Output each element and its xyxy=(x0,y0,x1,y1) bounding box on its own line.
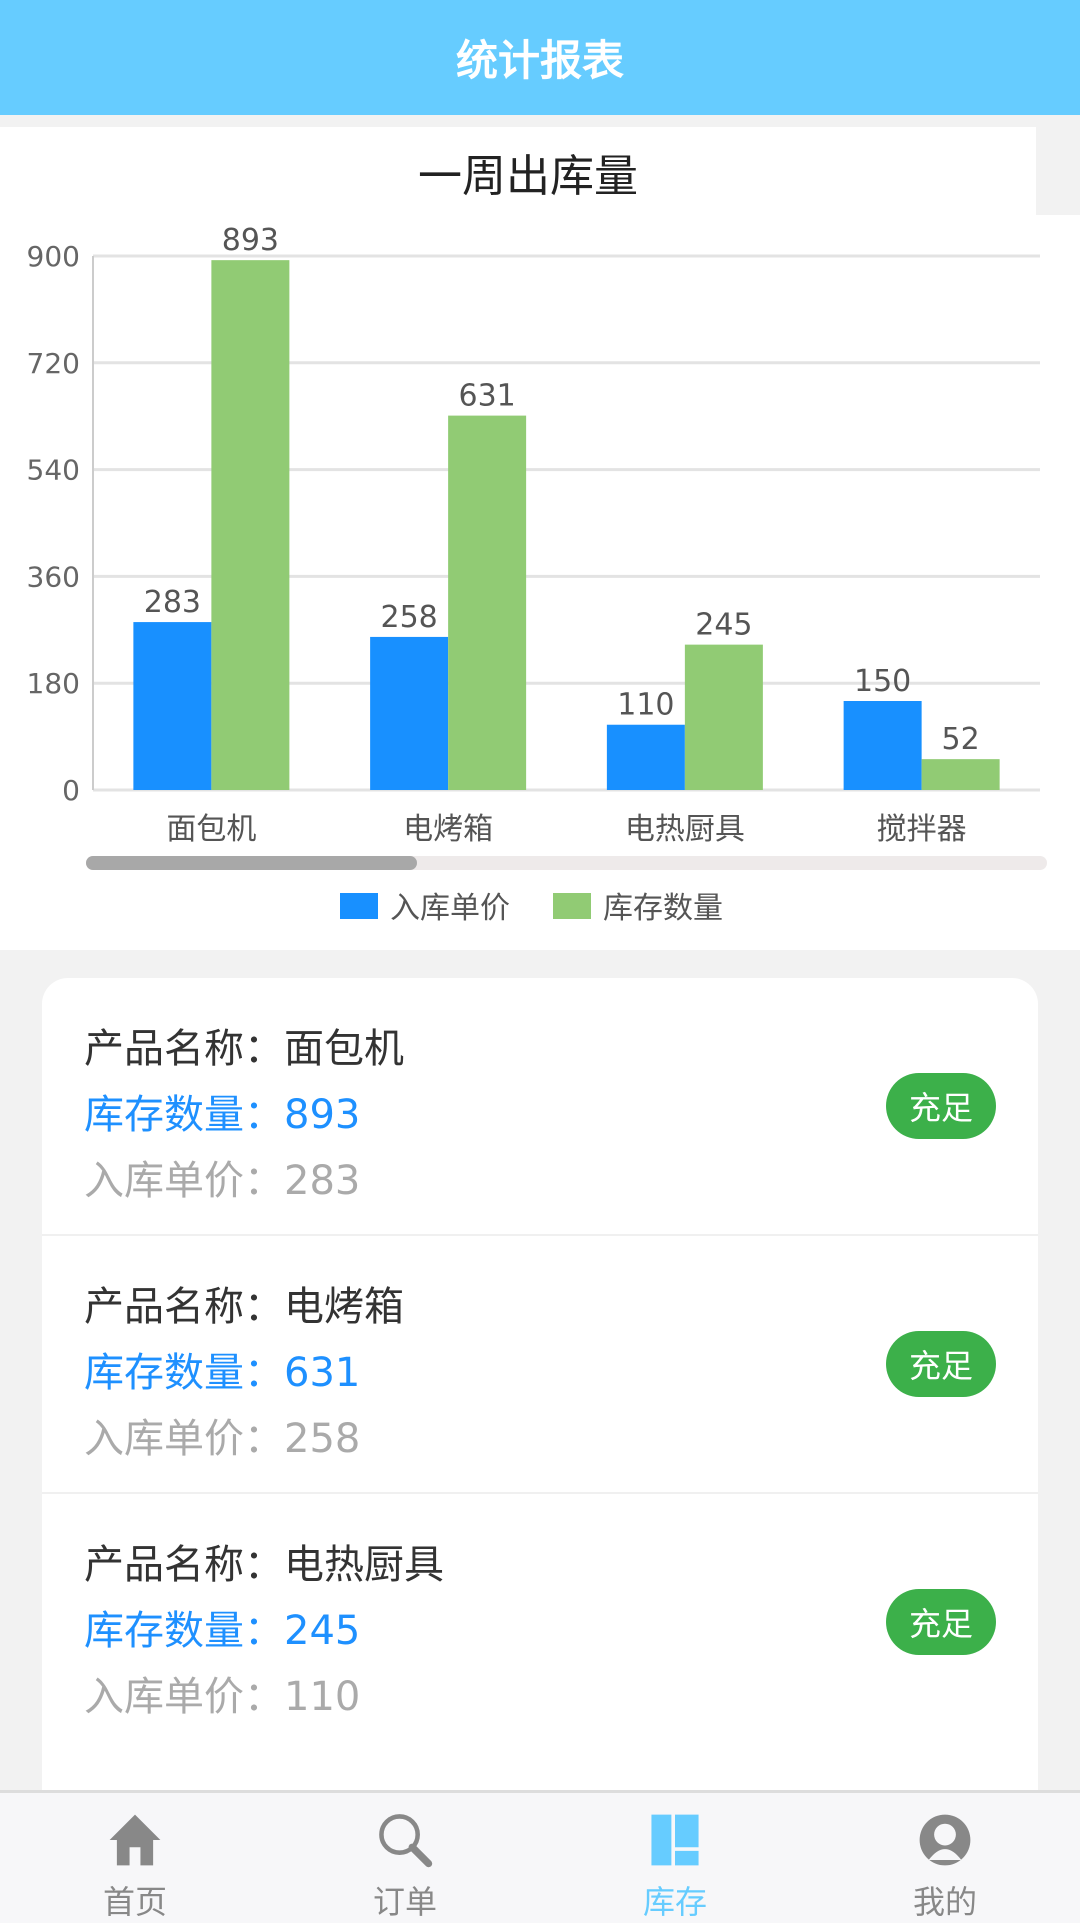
x-tick-label: 面包机 xyxy=(166,812,256,847)
bar-price xyxy=(133,622,212,790)
chart-area xyxy=(0,215,1080,950)
y-tick-label: 360 xyxy=(27,560,80,593)
status-badge: 充足 xyxy=(886,1073,996,1139)
x-tick-label: 搅拌器 xyxy=(877,812,967,847)
tab-label: 订单 xyxy=(372,1883,437,1921)
tab-orders[interactable]: 订单 xyxy=(270,1793,540,1923)
list-item[interactable]: 产品名称：电热厨具 库存数量：245 入库单价：110 充足 xyxy=(42,1494,1038,1752)
y-tick-label: 540 xyxy=(27,454,80,487)
stock-label: 库存数量： xyxy=(84,1608,284,1654)
product-name: 电热厨具 xyxy=(284,1542,444,1588)
tab-label: 库存 xyxy=(642,1883,707,1921)
data-label: 893 xyxy=(222,223,279,258)
tab-bar: 首页 订单 库存 我的 xyxy=(0,1790,1080,1923)
data-label: 283 xyxy=(144,585,201,620)
y-tick-label: 180 xyxy=(27,667,80,700)
x-tick-label: 电烤箱 xyxy=(403,812,493,847)
price-label: 入库单价： xyxy=(84,1416,284,1462)
product-name: 面包机 xyxy=(284,1026,404,1072)
stock-value: 245 xyxy=(284,1608,361,1654)
name-label: 产品名称： xyxy=(84,1284,284,1330)
tab-home[interactable]: 首页 xyxy=(0,1793,270,1923)
status-badge: 充足 xyxy=(886,1331,996,1397)
legend-swatch xyxy=(340,893,378,919)
home-icon xyxy=(109,1814,161,1866)
product-name: 电烤箱 xyxy=(284,1284,404,1330)
list-item[interactable]: 产品名称：面包机 库存数量：893 入库单价：283 充足 xyxy=(42,978,1038,1236)
header-title: 统计报表 xyxy=(0,0,1080,115)
y-tick-label: 900 xyxy=(27,240,80,273)
price-value: 283 xyxy=(284,1158,361,1204)
y-tick-label: 0 xyxy=(62,774,80,807)
data-label: 52 xyxy=(942,722,980,757)
legend-label: 入库单价 xyxy=(390,891,510,926)
name-label: 产品名称： xyxy=(84,1026,284,1072)
list-item[interactable]: 产品名称：电烤箱 库存数量：631 入库单价：258 充足 xyxy=(42,1236,1038,1494)
scrollbar-thumb[interactable] xyxy=(86,856,417,870)
data-label: 245 xyxy=(695,608,752,643)
price-label: 入库单价： xyxy=(84,1158,284,1204)
product-list: 产品名称：面包机 库存数量：893 入库单价：283 充足 产品名称：电烤箱 库… xyxy=(42,978,1038,1808)
bar-stock xyxy=(921,759,1000,790)
bar-price xyxy=(843,701,922,790)
search-icon xyxy=(379,1814,433,1868)
bar-chart: 0 180 360 540 720 900 283 893 面包机 258 631 电烤箱 110 245… xyxy=(27,223,1047,926)
x-tick-label: 电热厨具 xyxy=(625,812,745,847)
stock-value: 631 xyxy=(284,1350,361,1396)
bar-price xyxy=(606,724,685,790)
data-label: 258 xyxy=(380,600,437,635)
y-tick-label: 720 xyxy=(27,347,80,380)
price-value: 258 xyxy=(284,1416,361,1462)
price-label: 入库单价： xyxy=(84,1674,284,1720)
stock-label: 库存数量： xyxy=(84,1350,284,1396)
bar-price xyxy=(370,636,449,790)
legend-label: 库存数量 xyxy=(603,891,723,926)
user-icon xyxy=(919,1814,971,1866)
tab-inventory[interactable]: 库存 xyxy=(540,1793,810,1923)
bar-stock xyxy=(211,260,290,790)
data-label: 110 xyxy=(617,688,674,723)
name-label: 产品名称： xyxy=(84,1542,284,1588)
bar-stock xyxy=(448,415,527,790)
tab-mine[interactable]: 我的 xyxy=(810,1793,1080,1923)
tab-label: 首页 xyxy=(102,1883,167,1921)
stock-label: 库存数量： xyxy=(84,1092,284,1138)
stock-value: 893 xyxy=(284,1092,361,1138)
chart-title-area xyxy=(0,127,1036,217)
grid-icon xyxy=(651,1814,699,1866)
tab-label: 我的 xyxy=(912,1883,977,1921)
price-value: 110 xyxy=(284,1674,361,1720)
legend-swatch xyxy=(553,893,591,919)
chart-title: 一周出库量 xyxy=(418,151,638,202)
data-label: 150 xyxy=(854,664,911,699)
data-label: 631 xyxy=(458,379,515,414)
bar-stock xyxy=(684,644,763,790)
status-badge: 充足 xyxy=(886,1589,996,1655)
